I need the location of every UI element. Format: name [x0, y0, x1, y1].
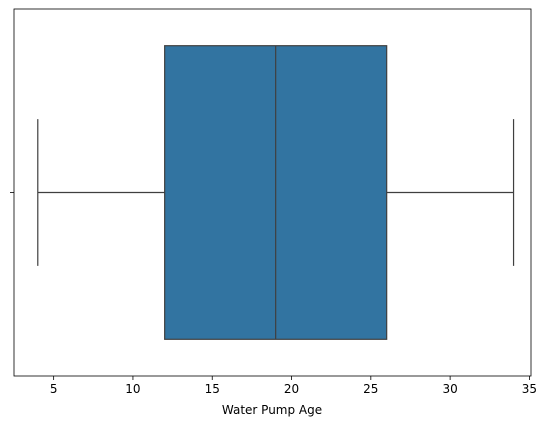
x-axis-label: Water Pump Age: [222, 403, 322, 417]
x-tick-label: 25: [363, 382, 378, 396]
x-tick-label: 5: [50, 382, 58, 396]
x-tick-label: 10: [125, 382, 140, 396]
x-tick-label: 20: [284, 382, 299, 396]
plot-frame: [13, 8, 532, 377]
x-tick-label: 35: [522, 382, 537, 396]
x-tick-label: 30: [442, 382, 457, 396]
x-tick-label: 15: [205, 382, 220, 396]
